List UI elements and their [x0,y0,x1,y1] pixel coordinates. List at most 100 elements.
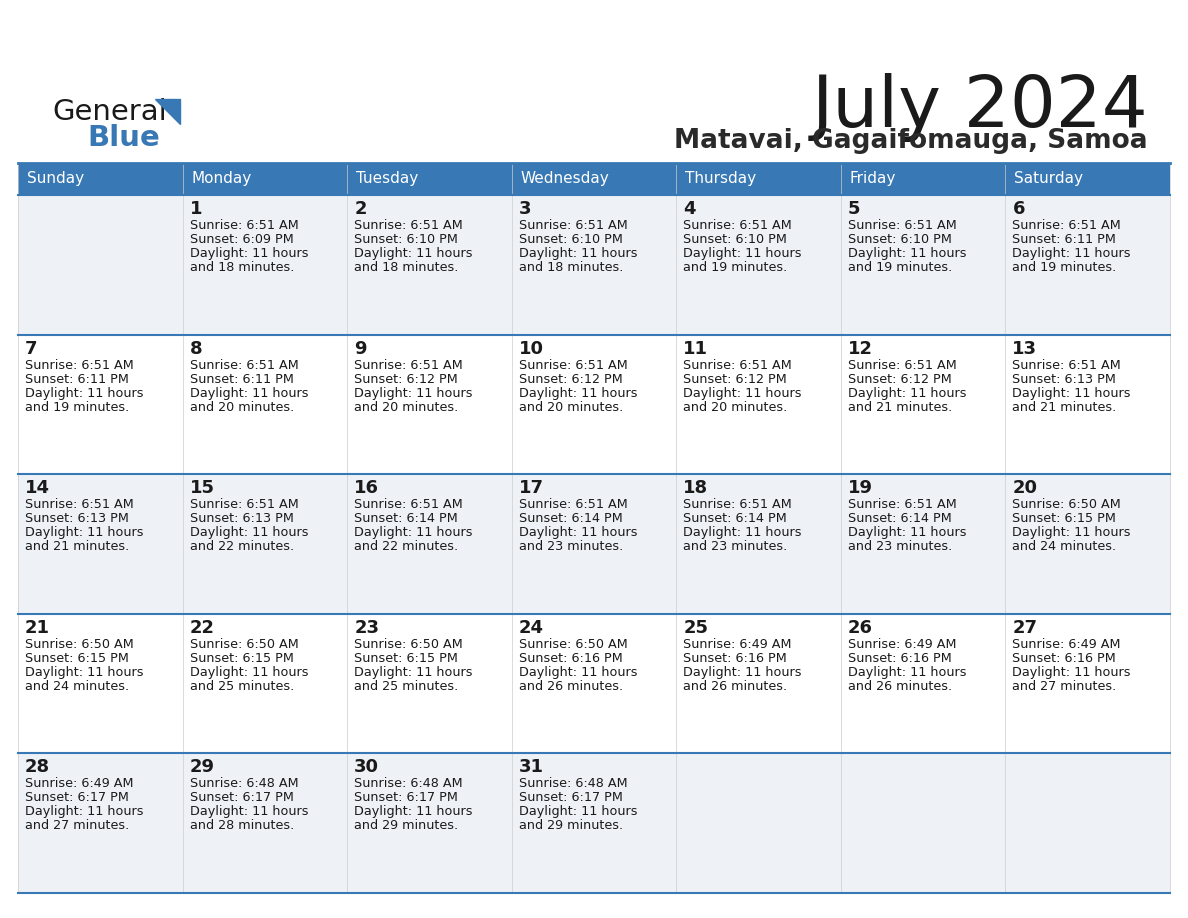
Text: Daylight: 11 hours: Daylight: 11 hours [683,666,802,678]
Bar [18,163,183,195]
Text: and 24 minutes.: and 24 minutes. [25,680,129,693]
Text: 17: 17 [519,479,544,498]
Text: and 20 minutes.: and 20 minutes. [519,400,623,414]
Text: 22: 22 [190,619,215,637]
Text: Daylight: 11 hours: Daylight: 11 hours [519,805,637,819]
Text: Sunset: 6:16 PM: Sunset: 6:16 PM [848,652,952,665]
Text: 11: 11 [683,340,708,358]
Text: 5: 5 [848,200,860,218]
Text: 29: 29 [190,758,215,777]
Text: 23: 23 [354,619,379,637]
Text: Sunset: 6:17 PM: Sunset: 6:17 PM [519,791,623,804]
Text: Daylight: 11 hours: Daylight: 11 hours [190,526,308,539]
Text: Daylight: 11 hours: Daylight: 11 hours [25,386,144,399]
Text: Sunset: 6:10 PM: Sunset: 6:10 PM [519,233,623,246]
Text: Sunset: 6:15 PM: Sunset: 6:15 PM [1012,512,1117,525]
Bar [676,163,841,195]
Text: Thursday: Thursday [685,172,757,186]
Text: and 22 minutes.: and 22 minutes. [354,540,459,554]
Text: and 23 minutes.: and 23 minutes. [519,540,623,554]
Text: Wednesday: Wednesday [520,172,609,186]
Text: Sunrise: 6:51 AM: Sunrise: 6:51 AM [25,498,134,511]
Text: Sunrise: 6:51 AM: Sunrise: 6:51 AM [683,219,792,232]
Text: Sunrise: 6:50 AM: Sunrise: 6:50 AM [519,638,627,651]
Text: Daylight: 11 hours: Daylight: 11 hours [1012,386,1131,399]
Text: Sunrise: 6:51 AM: Sunrise: 6:51 AM [519,359,627,372]
Text: Sunset: 6:09 PM: Sunset: 6:09 PM [190,233,293,246]
Text: Daylight: 11 hours: Daylight: 11 hours [25,526,144,539]
Text: and 21 minutes.: and 21 minutes. [848,400,952,414]
Text: Daylight: 11 hours: Daylight: 11 hours [683,247,802,260]
Text: Daylight: 11 hours: Daylight: 11 hours [1012,666,1131,678]
Text: Friday: Friday [849,172,896,186]
Text: 26: 26 [848,619,873,637]
Text: Sunrise: 6:51 AM: Sunrise: 6:51 AM [25,359,134,372]
Text: Sunset: 6:13 PM: Sunset: 6:13 PM [25,512,128,525]
Text: Sunrise: 6:51 AM: Sunrise: 6:51 AM [354,498,463,511]
Text: Sunrise: 6:50 AM: Sunrise: 6:50 AM [354,638,463,651]
Text: Sunset: 6:12 PM: Sunset: 6:12 PM [683,373,786,386]
Text: 20: 20 [1012,479,1037,498]
Text: 12: 12 [848,340,873,358]
Text: Daylight: 11 hours: Daylight: 11 hours [683,386,802,399]
Text: Sunset: 6:11 PM: Sunset: 6:11 PM [1012,233,1117,246]
Text: and 18 minutes.: and 18 minutes. [190,261,293,274]
Text: Sunset: 6:10 PM: Sunset: 6:10 PM [683,233,788,246]
Text: Sunrise: 6:49 AM: Sunrise: 6:49 AM [25,778,133,790]
Bar [18,334,1170,475]
Text: Daylight: 11 hours: Daylight: 11 hours [354,666,473,678]
Text: and 19 minutes.: and 19 minutes. [683,261,788,274]
Text: Sunset: 6:15 PM: Sunset: 6:15 PM [354,652,459,665]
Text: Sunset: 6:15 PM: Sunset: 6:15 PM [190,652,293,665]
Polygon shape [154,99,181,124]
Text: Daylight: 11 hours: Daylight: 11 hours [25,666,144,678]
Text: Sunrise: 6:51 AM: Sunrise: 6:51 AM [354,359,463,372]
Text: 28: 28 [25,758,50,777]
Text: Sunset: 6:17 PM: Sunset: 6:17 PM [354,791,459,804]
Text: Daylight: 11 hours: Daylight: 11 hours [190,247,308,260]
Text: Sunset: 6:17 PM: Sunset: 6:17 PM [25,791,128,804]
Text: Sunrise: 6:48 AM: Sunrise: 6:48 AM [190,778,298,790]
Text: and 20 minutes.: and 20 minutes. [190,400,293,414]
Text: Sunset: 6:13 PM: Sunset: 6:13 PM [1012,373,1117,386]
Bar [18,614,1170,754]
Text: Sunset: 6:12 PM: Sunset: 6:12 PM [848,373,952,386]
Text: Sunrise: 6:51 AM: Sunrise: 6:51 AM [683,498,792,511]
Text: Sunset: 6:13 PM: Sunset: 6:13 PM [190,512,293,525]
Text: Sunset: 6:11 PM: Sunset: 6:11 PM [190,373,293,386]
Text: Sunset: 6:16 PM: Sunset: 6:16 PM [1012,652,1117,665]
Text: Sunrise: 6:51 AM: Sunrise: 6:51 AM [848,359,956,372]
Text: Daylight: 11 hours: Daylight: 11 hours [190,805,308,819]
Text: 27: 27 [1012,619,1037,637]
Text: July 2024: July 2024 [811,73,1148,142]
Text: Sunset: 6:14 PM: Sunset: 6:14 PM [519,512,623,525]
Text: Sunrise: 6:51 AM: Sunrise: 6:51 AM [190,498,298,511]
Text: Daylight: 11 hours: Daylight: 11 hours [848,526,966,539]
Text: Sunrise: 6:48 AM: Sunrise: 6:48 AM [354,778,463,790]
Bar [347,163,512,195]
Text: Sunset: 6:16 PM: Sunset: 6:16 PM [683,652,786,665]
Text: Daylight: 11 hours: Daylight: 11 hours [1012,247,1131,260]
Text: Monday: Monday [191,172,252,186]
Text: and 24 minutes.: and 24 minutes. [1012,540,1117,554]
Text: and 25 minutes.: and 25 minutes. [190,680,293,693]
Text: Daylight: 11 hours: Daylight: 11 hours [25,805,144,819]
Text: Tuesday: Tuesday [356,172,418,186]
Bar [18,754,1170,893]
Text: 16: 16 [354,479,379,498]
Text: and 22 minutes.: and 22 minutes. [190,540,293,554]
Text: Matavai, Gagaifomauga, Samoa: Matavai, Gagaifomauga, Samoa [675,128,1148,154]
Text: Sunset: 6:14 PM: Sunset: 6:14 PM [683,512,786,525]
Text: Daylight: 11 hours: Daylight: 11 hours [354,805,473,819]
Text: Sunset: 6:11 PM: Sunset: 6:11 PM [25,373,128,386]
Text: Sunrise: 6:51 AM: Sunrise: 6:51 AM [848,498,956,511]
Text: 2: 2 [354,200,367,218]
Text: and 18 minutes.: and 18 minutes. [519,261,623,274]
Text: 14: 14 [25,479,50,498]
Text: Sunset: 6:10 PM: Sunset: 6:10 PM [354,233,459,246]
Text: 25: 25 [683,619,708,637]
Text: Daylight: 11 hours: Daylight: 11 hours [1012,526,1131,539]
Text: 8: 8 [190,340,202,358]
Text: Sunrise: 6:50 AM: Sunrise: 6:50 AM [190,638,298,651]
Text: and 21 minutes.: and 21 minutes. [1012,400,1117,414]
